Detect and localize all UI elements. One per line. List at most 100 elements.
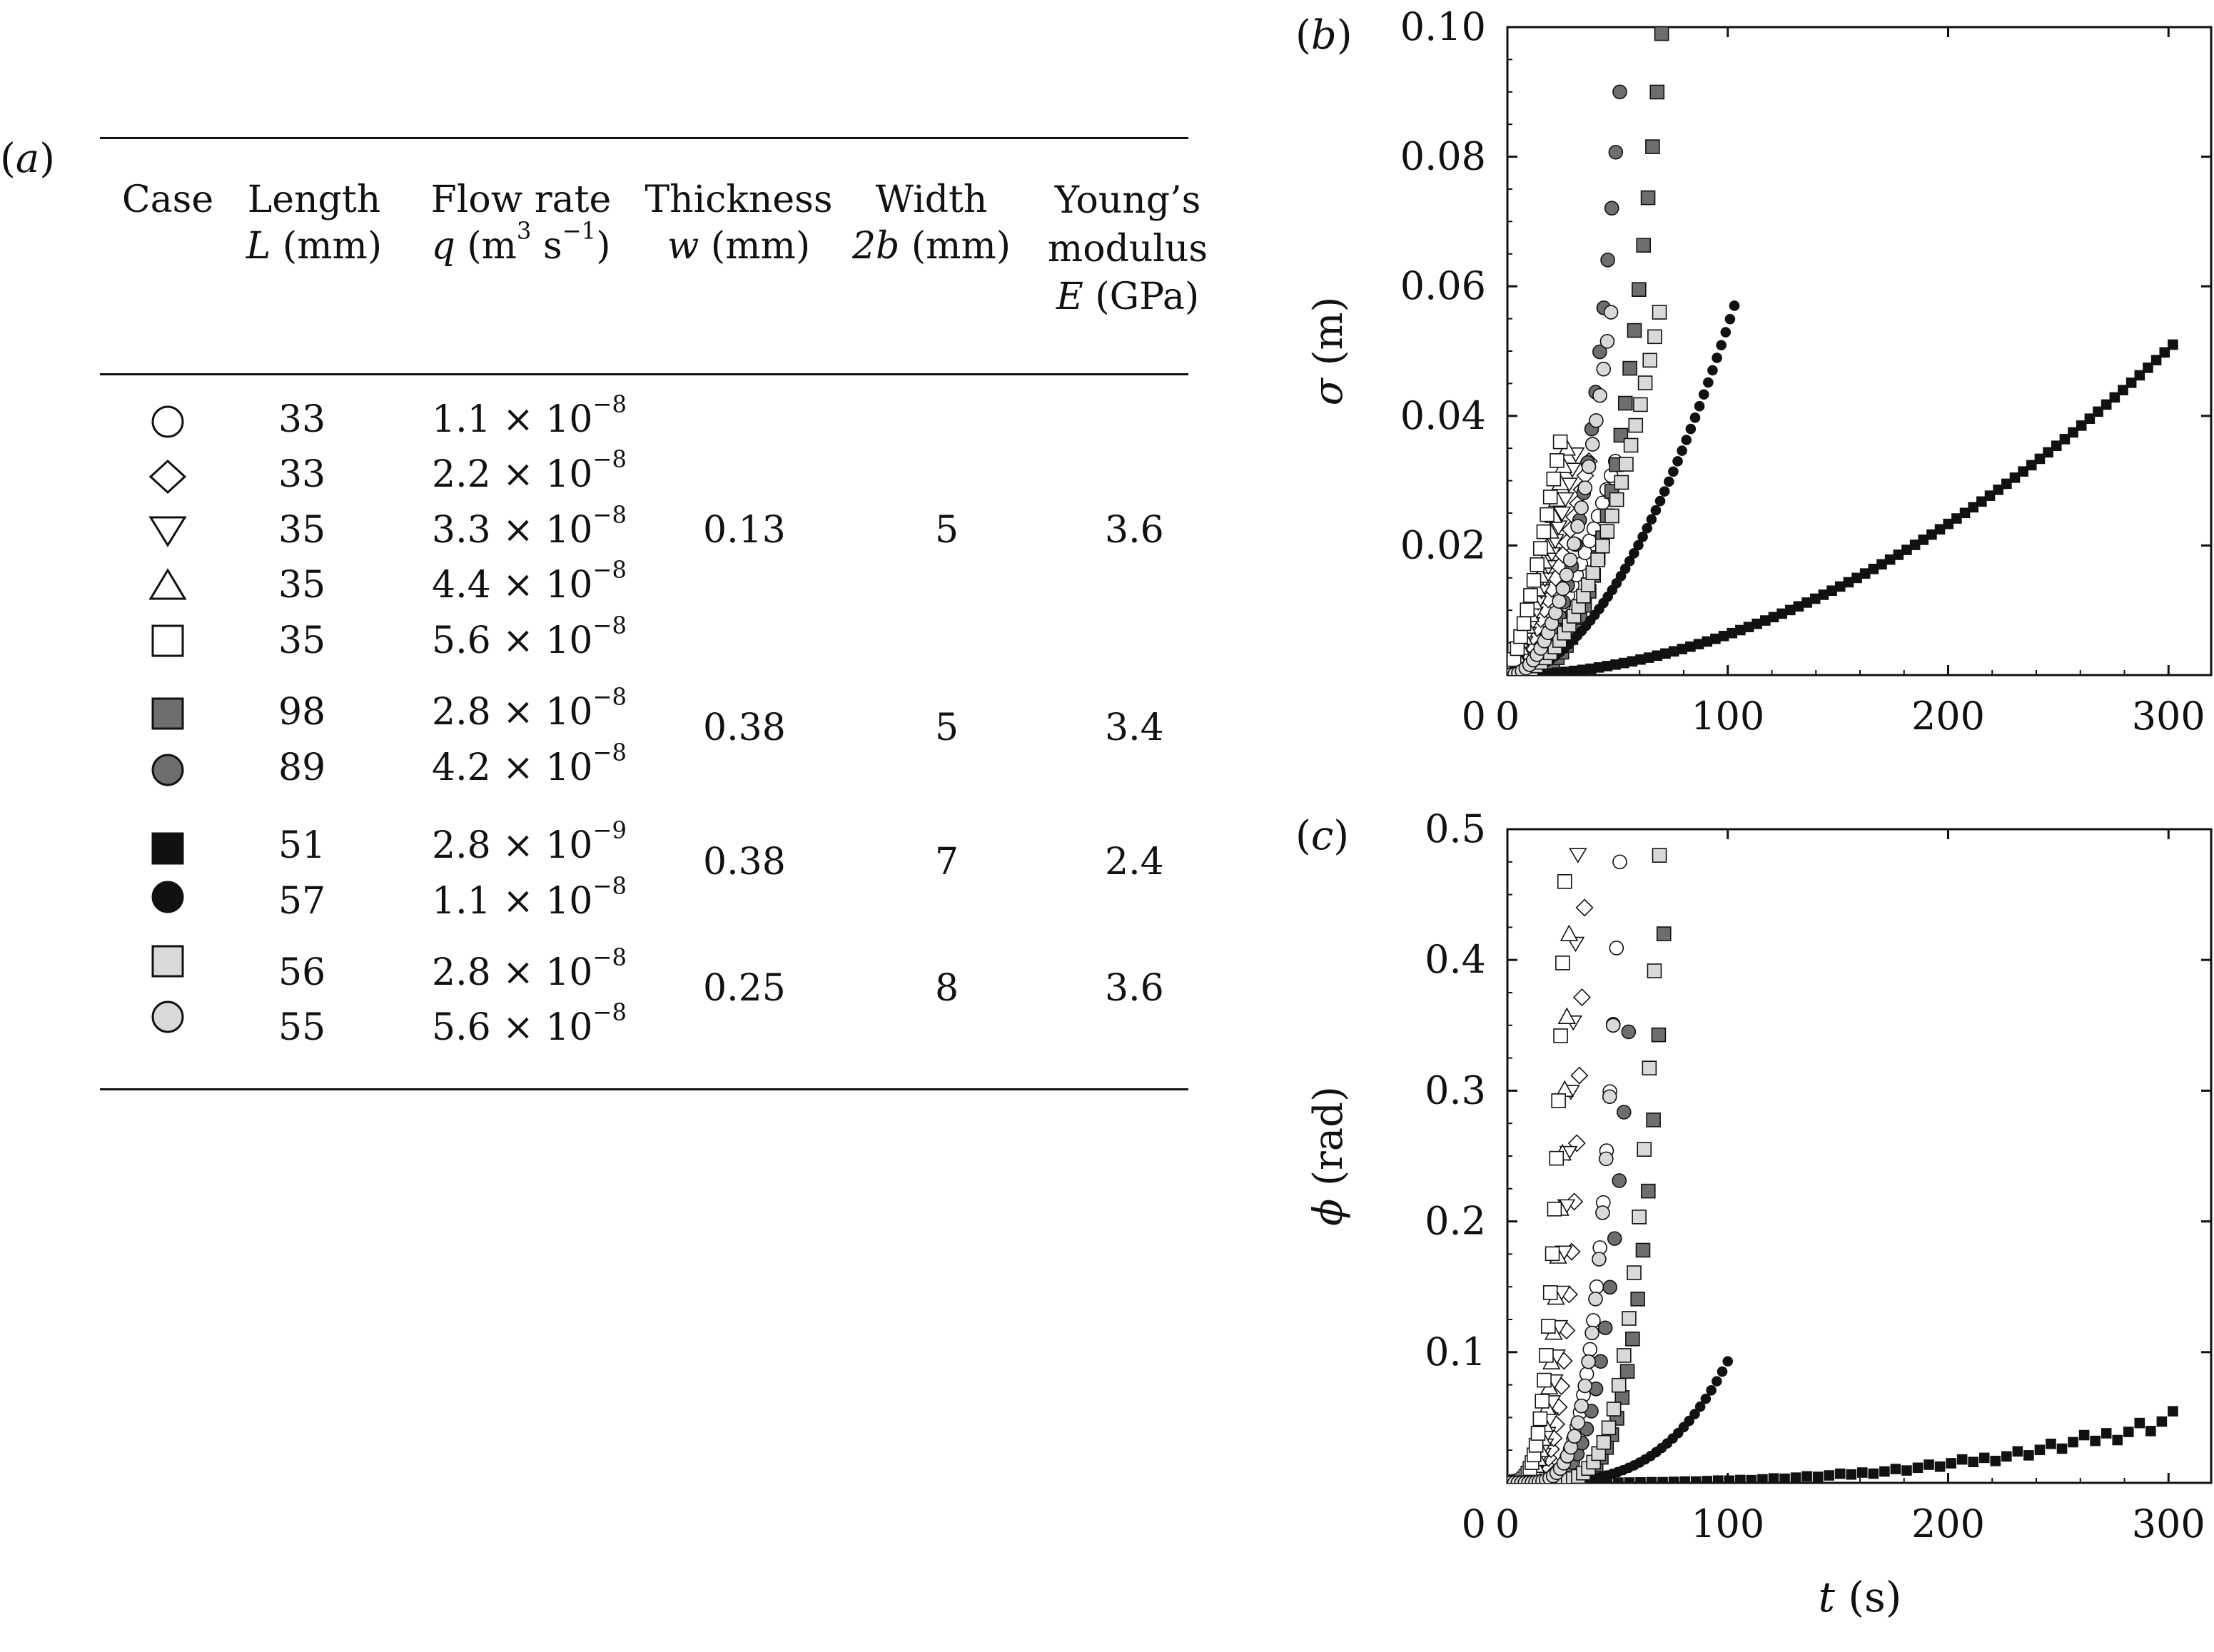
series-circle-lightgray — [1507, 305, 1619, 675]
data-point — [1577, 480, 1593, 495]
series-group — [1507, 26, 2178, 675]
data-point — [1604, 508, 1619, 524]
data-point — [1652, 848, 1667, 863]
data-point — [1589, 413, 1604, 428]
header-flow-rate: Flow rate q (m3 s−1) — [430, 178, 612, 268]
data-point — [2043, 447, 2053, 458]
data-point — [1552, 594, 1567, 609]
length-value: 51 — [278, 824, 326, 867]
flow-rate-value: 2.8 × 10−8 — [432, 683, 627, 734]
width-value: 5 — [935, 509, 959, 552]
data-point — [1635, 1242, 1651, 1258]
flow-rate-value: 2.2 × 10−8 — [432, 445, 627, 496]
data-point — [1600, 253, 1615, 268]
series-square-open — [1507, 873, 1572, 1483]
x-tick-label: 200 — [1911, 694, 1985, 739]
table-top-rule — [100, 137, 1188, 139]
length-value: 55 — [278, 1006, 326, 1049]
table-header-rule — [100, 373, 1188, 375]
marker-circle-lightgray — [151, 1000, 184, 1033]
data-point — [1685, 423, 1697, 435]
data-point — [1735, 1474, 1746, 1483]
data-point — [1520, 602, 1535, 617]
header-width: Width 2b (mm) — [851, 178, 1011, 268]
data-point — [1547, 1202, 1562, 1217]
data-point — [2150, 355, 2162, 365]
data-point — [1668, 466, 1679, 477]
data-point — [1541, 1319, 1556, 1334]
y-origin-label: 0 — [1462, 694, 1486, 739]
data-point — [1624, 1477, 1635, 1483]
data-point — [1677, 445, 1687, 456]
data-point — [1968, 1456, 1978, 1468]
length-value: 33 — [278, 453, 326, 496]
data-point — [1622, 1311, 1637, 1326]
data-point — [1689, 1409, 1700, 1419]
data-point — [1560, 924, 1579, 941]
data-point — [1599, 524, 1615, 539]
data-point — [1646, 1113, 1661, 1127]
data-point — [1690, 1476, 1702, 1483]
data-point — [1550, 453, 1565, 468]
data-point — [1934, 1461, 1946, 1472]
series-circle-lightgray — [1507, 1018, 1621, 1483]
data-point — [1824, 1470, 1834, 1481]
data-point — [1586, 1313, 1601, 1328]
young-value: 3.6 — [1105, 967, 1164, 1010]
data-point — [1712, 1475, 1724, 1483]
data-point — [1712, 353, 1722, 363]
data-point — [1650, 505, 1662, 516]
marker-square-darkgray — [151, 697, 184, 730]
length-value: 98 — [278, 691, 326, 734]
width-value: 7 — [935, 841, 959, 883]
data-point — [2168, 339, 2178, 350]
data-point — [1812, 1471, 1824, 1482]
data-point — [1700, 1393, 1712, 1404]
header-length: Length L (mm) — [246, 178, 383, 268]
data-point — [1694, 400, 1705, 412]
flow-rate-value: 1.1 × 10−8 — [432, 872, 627, 923]
length-value: 35 — [278, 564, 326, 607]
x-tick-label: 300 — [2132, 1501, 2205, 1546]
data-point — [1605, 1018, 1621, 1033]
marker-diamond-open — [148, 459, 187, 495]
table-bottom-rule — [100, 1088, 1188, 1090]
series-square-open — [1507, 434, 1568, 675]
data-point — [1943, 518, 1954, 529]
data-point — [1779, 1473, 1790, 1483]
data-point — [1681, 435, 1692, 445]
data-point — [1757, 1474, 1768, 1483]
data-point — [1724, 1475, 1735, 1483]
data-point — [2034, 453, 2046, 465]
data-point — [1623, 437, 1639, 453]
data-point — [2009, 472, 2021, 483]
data-point — [2001, 1451, 2012, 1462]
data-point — [1590, 552, 1605, 567]
data-point — [1603, 305, 1619, 320]
data-point — [1622, 360, 1637, 376]
data-point — [1729, 300, 1740, 311]
data-point — [1694, 1401, 1706, 1412]
data-point — [1542, 490, 1558, 505]
data-point — [2084, 413, 2096, 424]
data-point — [1990, 1455, 2001, 1466]
data-point — [1540, 507, 1555, 522]
header-thickness: Thickness w (mm) — [645, 178, 833, 268]
data-point — [1570, 1066, 1589, 1085]
thickness-value: 0.25 — [703, 967, 786, 1010]
data-point — [2026, 460, 2037, 471]
data-point — [1633, 397, 1648, 412]
y-tick-label: 0.3 — [1425, 1068, 1486, 1113]
data-point — [1562, 552, 1578, 567]
data-point — [2143, 363, 2153, 373]
data-point — [2101, 1428, 2112, 1439]
data-point — [1801, 1471, 1812, 1482]
data-point — [1596, 1434, 1612, 1450]
x-tick-label: 200 — [1911, 1501, 1985, 1546]
data-point — [1593, 1354, 1608, 1369]
data-point — [1724, 313, 1736, 325]
series-square-lightgray — [1507, 305, 1667, 675]
data-point — [1856, 1467, 1868, 1478]
data-point — [2056, 1443, 2068, 1454]
y-origin-label: 0 — [1462, 1501, 1486, 1546]
